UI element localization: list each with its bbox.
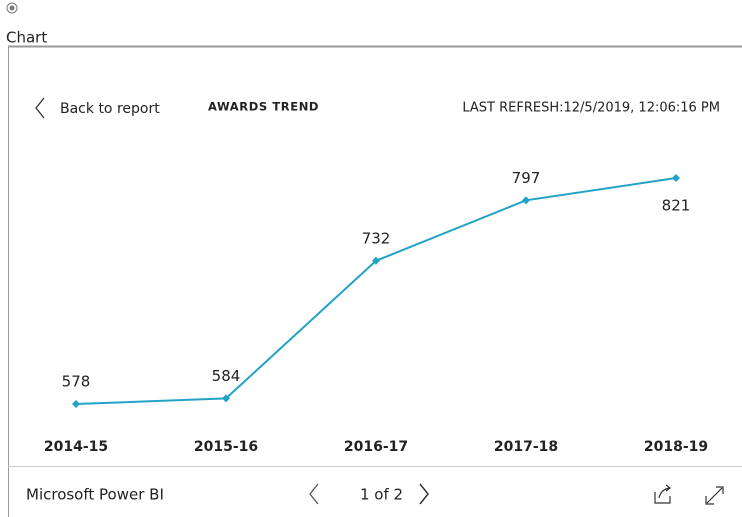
data-label: 821: [662, 197, 691, 215]
x-tick-label: 2016-17: [344, 439, 408, 455]
plot: 578 584 732 797 821 2014-15 2015-16 2016-17 2017…: [44, 169, 708, 455]
pager: 1 of 2: [360, 486, 403, 504]
share-icon[interactable]: [654, 484, 671, 504]
x-tick-label: 2018-19: [644, 439, 708, 455]
x-tick-label: 2017-18: [494, 439, 558, 455]
refresh-time: LAST REFRESH:12/5/2019, 12:06:16 PM: [462, 101, 720, 116]
section-label: Chart: [6, 29, 47, 47]
point: [72, 400, 80, 408]
x-tick-label: 2014-15: [44, 439, 108, 455]
brand: Microsoft Power BI: [26, 486, 164, 504]
next-page[interactable]: [419, 483, 429, 505]
radio-dot: [9, 5, 15, 11]
prev-page[interactable]: [309, 483, 319, 505]
radio-outline[interactable]: [6, 2, 18, 14]
back-icon[interactable]: [35, 97, 45, 119]
data-label: 584: [212, 367, 241, 385]
point: [222, 394, 230, 403]
expand-icon[interactable]: [705, 486, 724, 505]
data-label: 578: [62, 373, 91, 391]
point: [522, 196, 530, 205]
report-frame: [8, 46, 742, 517]
data-label: 797: [512, 169, 541, 187]
data-label: 732: [362, 229, 391, 247]
point: [372, 256, 380, 265]
chart-title: AWARDS TREND: [208, 100, 319, 114]
back-link[interactable]: Back to report: [60, 101, 160, 117]
x-tick-label: 2015-16: [194, 439, 258, 455]
point: [672, 174, 680, 182]
